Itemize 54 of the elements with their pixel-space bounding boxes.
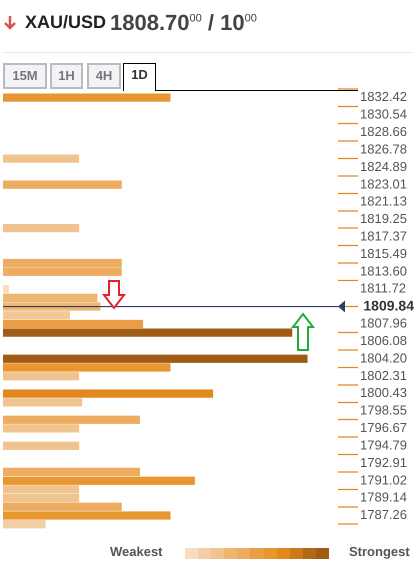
text: 1D — [123, 63, 156, 91]
y-tick-label: 1787.26 — [360, 507, 407, 522]
chart-subtitle: 1808.70$^{00}$ / 10$^{00}$ — [110, 10, 257, 36]
bar — [3, 363, 170, 372]
y-tick-label: 1807.96 — [360, 316, 407, 331]
bar — [3, 442, 80, 450]
bar — [3, 511, 170, 520]
y-tick-label: 1813.60 — [360, 263, 407, 278]
bar — [3, 424, 80, 433]
bar — [3, 93, 170, 102]
y-tick-label: 1796.67 — [360, 420, 407, 435]
bar — [3, 389, 214, 398]
y-tick-label: 1811.72 — [360, 280, 406, 296]
bar — [3, 468, 140, 476]
bar — [3, 311, 70, 320]
bar — [3, 354, 308, 363]
y-tick-label: 1791.02 — [360, 472, 407, 488]
text: 4H — [87, 63, 121, 89]
bar — [3, 476, 195, 485]
y-tick-label: 1815.49 — [360, 246, 407, 261]
text: Weakest — [110, 544, 163, 559]
y-tick-label: 1823.01 — [360, 176, 407, 192]
bar — [3, 285, 10, 294]
bar — [3, 320, 144, 328]
ref-line-label: 1809.84 — [363, 297, 414, 314]
bar — [3, 328, 292, 337]
bar — [3, 502, 122, 511]
bar — [3, 372, 80, 380]
text: 1H — [50, 63, 83, 89]
y-tick-label: 1804.20 — [360, 350, 407, 366]
bar — [3, 154, 80, 163]
y-tick-label: 1830.54 — [360, 106, 407, 122]
text: 15M — [3, 63, 47, 89]
y-tick-label: 1826.78 — [360, 141, 407, 156]
y-tick-label: 1821.13 — [360, 194, 407, 209]
y-tick-label: 1792.91 — [360, 454, 407, 470]
bar — [3, 224, 80, 232]
y-tick-label: 1832.42 — [360, 89, 407, 104]
y-tick-label: 1819.25 — [360, 211, 407, 226]
chart-title: XAU/USD — [25, 12, 106, 33]
y-tick-label: 1789.14 — [360, 490, 407, 505]
y-tick-label: 1794.79 — [360, 437, 407, 452]
y-tick-label: 1828.66 — [360, 124, 407, 139]
text: Strongest — [349, 544, 410, 559]
bar — [3, 180, 122, 189]
bar — [3, 398, 82, 406]
y-tick-label: 1802.31 — [360, 368, 407, 383]
bar — [3, 416, 140, 424]
y-tick-label: 1817.37 — [360, 228, 407, 244]
y-tick-label: 1800.43 — [360, 385, 407, 400]
y-tick-label: 1798.55 — [360, 402, 407, 418]
y-tick-label: 1806.08 — [360, 332, 407, 348]
y-tick-label: 1824.89 — [360, 158, 407, 174]
bar — [3, 520, 46, 528]
